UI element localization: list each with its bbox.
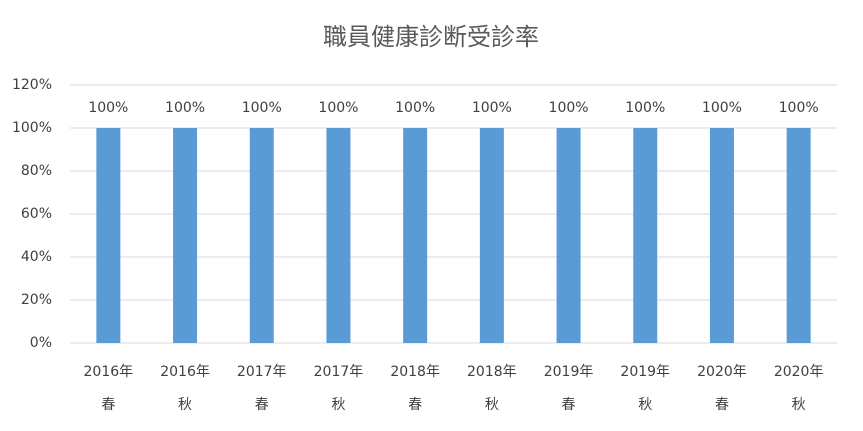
x-tick-label: 秋 xyxy=(331,397,345,413)
bar xyxy=(633,128,658,343)
x-tick-label: 2017年 xyxy=(314,364,364,380)
x-tick-label: 秋 xyxy=(178,397,192,413)
x-tick-label: 2016年 xyxy=(160,364,210,380)
x-tick-label: 2020年 xyxy=(697,364,747,380)
bar xyxy=(786,128,811,343)
value-label: 100% xyxy=(242,100,282,116)
bar xyxy=(556,128,581,343)
x-tick-label: 春 xyxy=(562,397,576,413)
x-tick-label: 2019年 xyxy=(620,364,670,380)
x-tick-label: 2016年 xyxy=(84,364,134,380)
x-tick-label: 2018年 xyxy=(390,364,440,380)
x-tick-label: 春 xyxy=(715,397,729,413)
y-tick-label: 120% xyxy=(12,77,52,93)
value-label: 100% xyxy=(702,100,742,116)
x-tick-label: 春 xyxy=(255,397,269,413)
x-tick-label: 2017年 xyxy=(237,364,287,380)
value-label: 100% xyxy=(318,100,358,116)
bar xyxy=(479,128,504,343)
chart-title: 職員健康診断受診率 xyxy=(323,23,539,51)
x-tick-label: 春 xyxy=(408,397,422,413)
y-tick-label: 60% xyxy=(21,206,52,222)
bar xyxy=(403,128,428,343)
x-tick-label: 2019年 xyxy=(544,364,594,380)
value-label: 100% xyxy=(472,100,512,116)
y-tick-label: 100% xyxy=(12,120,52,136)
value-label: 100% xyxy=(88,100,128,116)
value-label: 100% xyxy=(395,100,435,116)
y-tick-label: 0% xyxy=(30,335,52,351)
value-label: 100% xyxy=(549,100,589,116)
value-label: 100% xyxy=(165,100,205,116)
bar xyxy=(173,128,198,343)
value-label: 100% xyxy=(625,100,665,116)
x-tick-label: 2018年 xyxy=(467,364,517,380)
bar xyxy=(249,128,274,343)
bar xyxy=(709,128,734,343)
bar xyxy=(96,128,121,343)
y-tick-label: 80% xyxy=(21,163,52,179)
x-tick-label: 秋 xyxy=(638,397,652,413)
x-tick-label: 2020年 xyxy=(774,364,824,380)
x-tick-label: 春 xyxy=(101,397,115,413)
x-tick-label: 秋 xyxy=(792,397,806,413)
bar xyxy=(326,128,351,343)
value-label: 100% xyxy=(779,100,819,116)
y-tick-label: 20% xyxy=(21,292,52,308)
x-tick-label: 秋 xyxy=(485,397,499,413)
y-tick-label: 40% xyxy=(21,249,52,265)
